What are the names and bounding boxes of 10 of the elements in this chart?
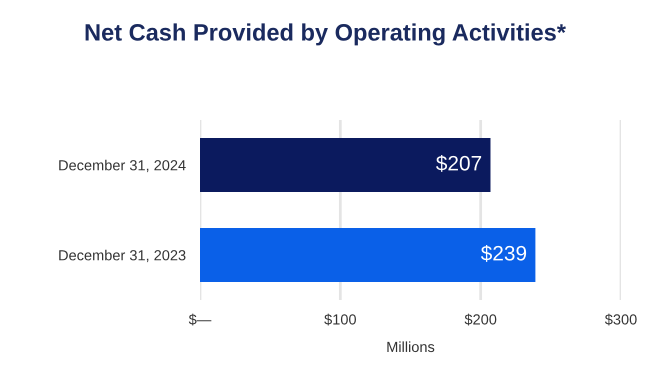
x-tick-label: $100	[324, 314, 356, 326]
data-label: $239	[480, 244, 526, 262]
data-label: $207	[436, 154, 482, 172]
chart-title: Net Cash Provided by Operating Activities*	[86, 23, 566, 46]
x-tick-label: $—	[188, 314, 212, 326]
x-tick-label: $300	[604, 314, 637, 326]
y-tick-label: December 31, 2023	[59, 250, 186, 262]
x-axis-title: Millions	[387, 341, 434, 352]
x-tick-label: $200	[464, 314, 496, 326]
y-tick-label: December 31, 2024	[59, 160, 186, 172]
